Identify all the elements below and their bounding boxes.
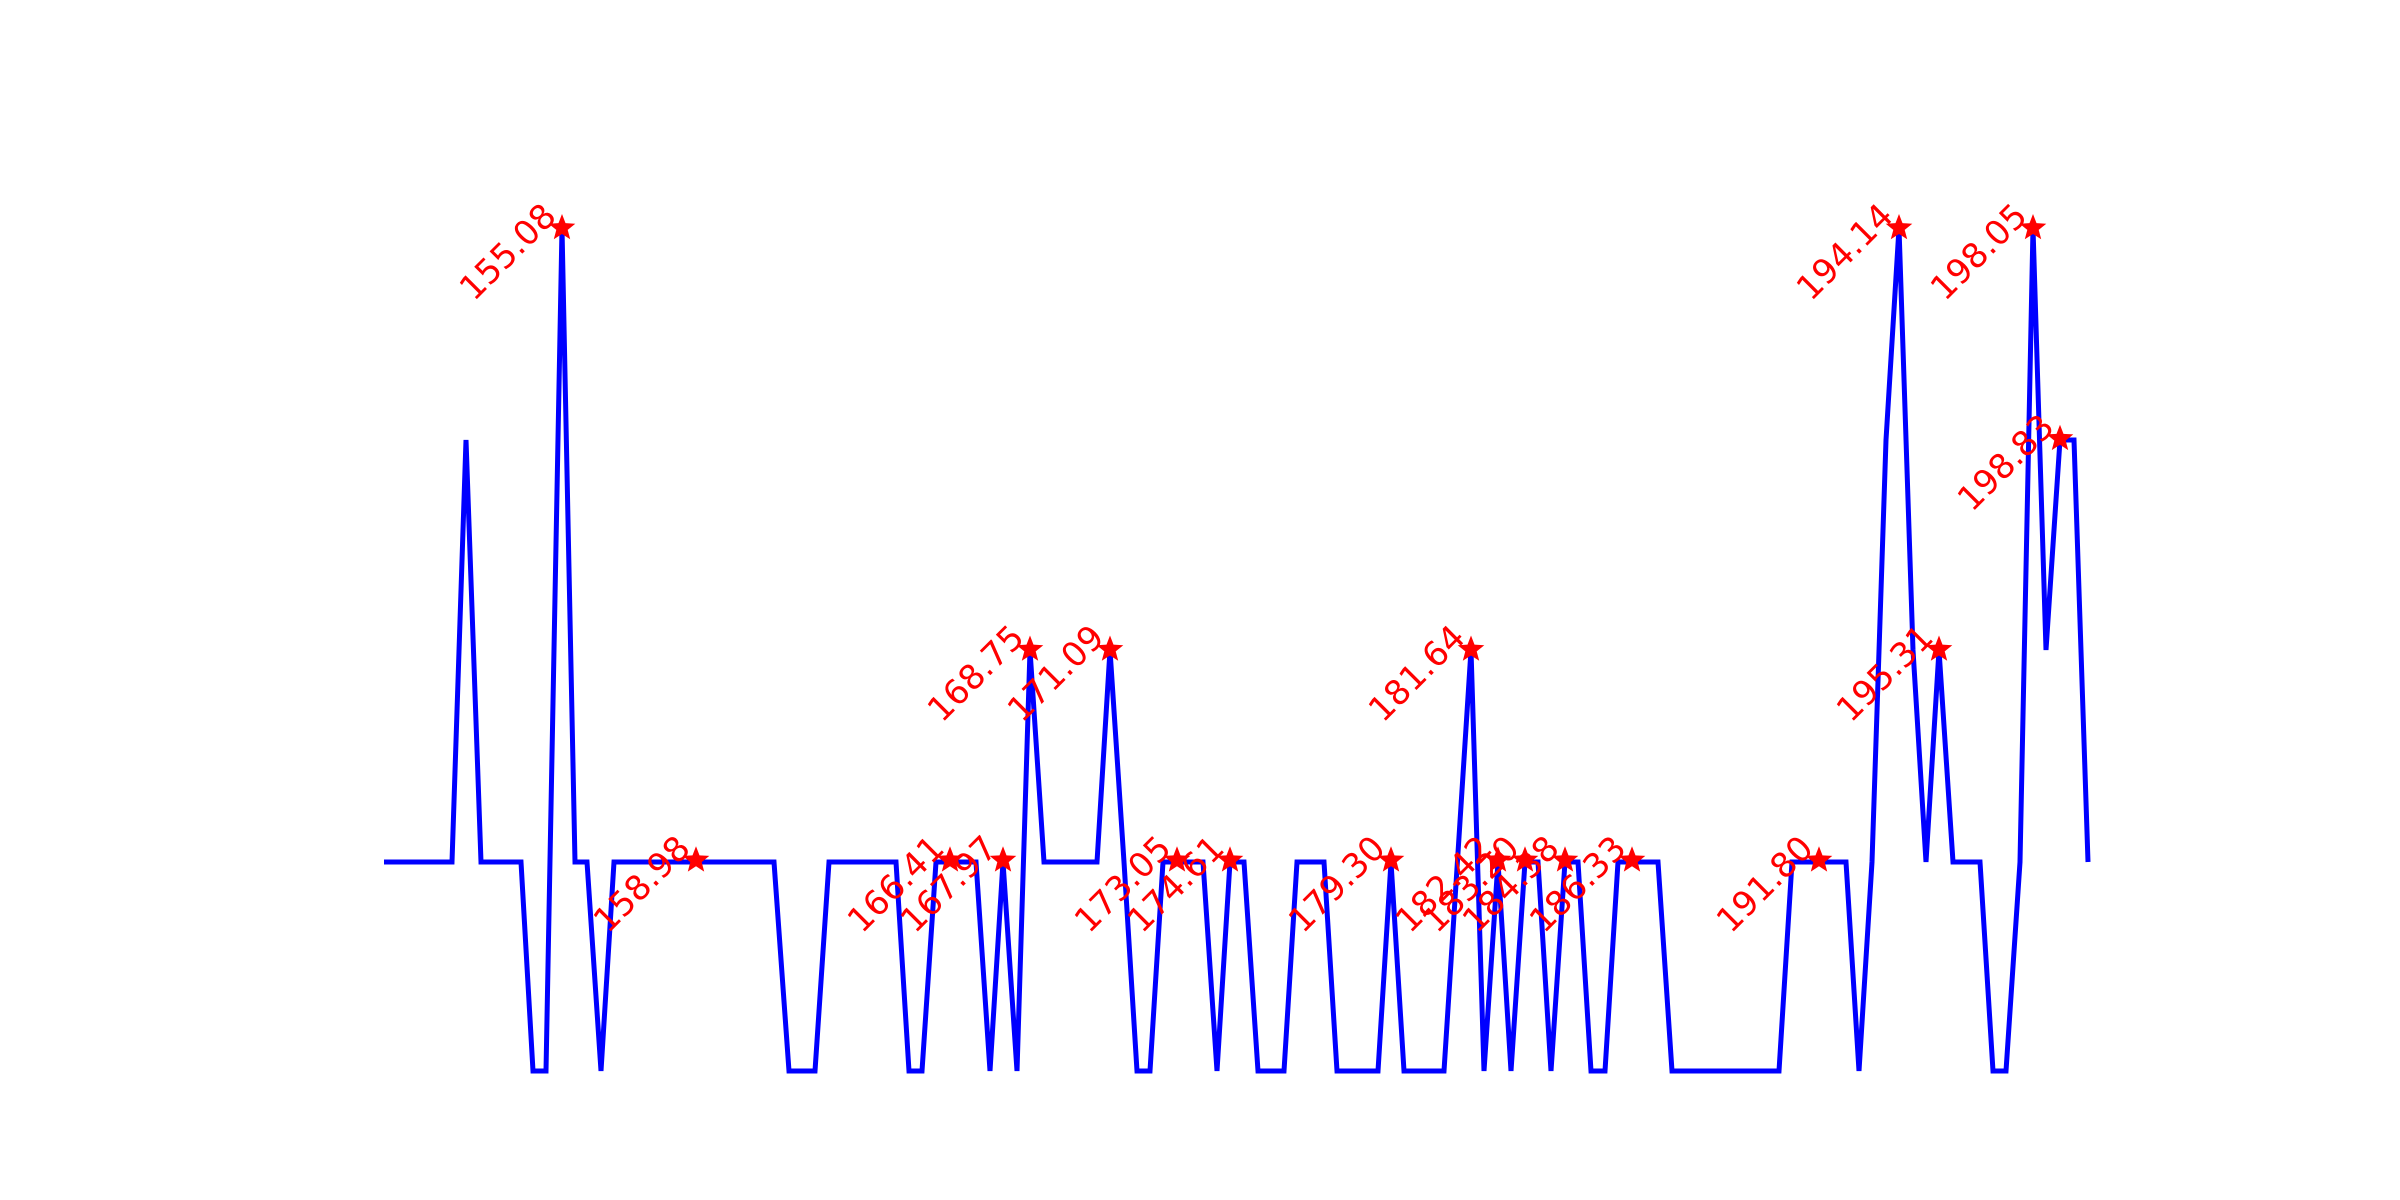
peak-marker-star: [1216, 846, 1244, 872]
peak-marker-star: [1618, 846, 1646, 872]
peak-marker-star: [682, 846, 710, 872]
peak-marker-star: [2019, 214, 2047, 240]
series-line: [384, 227, 2091, 1074]
peak-value-label: 155.08: [452, 196, 564, 308]
peak-value-label: 181.64: [1361, 618, 1473, 730]
peak-marker-star: [1377, 846, 1405, 872]
peak-value-label: 194.14: [1789, 196, 1901, 308]
peak-marker-star: [2046, 424, 2074, 451]
peak-marker-star: [1925, 635, 1953, 661]
peak-value-label: 198.83: [1950, 407, 2062, 519]
peak-value-label: 191.80: [1709, 828, 1821, 940]
peak-value-label: 198.05: [1923, 196, 2035, 308]
peak-marker-star: [989, 846, 1017, 872]
peak-marker-star: [1805, 846, 1833, 872]
peak-marker-star: [1511, 846, 1539, 872]
peak-marker-star: [1457, 635, 1485, 661]
peak-value-label: 158.98: [586, 828, 698, 940]
peak-marker-star: [1885, 214, 1913, 240]
peak-marker-star: [1484, 846, 1512, 872]
peak-marker-star: [1163, 846, 1191, 872]
peak-marker-star: [1016, 635, 1044, 661]
peak-marker-star: [936, 846, 964, 872]
peak-marker-star: [1551, 846, 1579, 872]
peak-value-label: 195.31: [1829, 618, 1941, 730]
peak-marker-star: [548, 214, 576, 240]
peak-marker-star: [1096, 635, 1124, 661]
